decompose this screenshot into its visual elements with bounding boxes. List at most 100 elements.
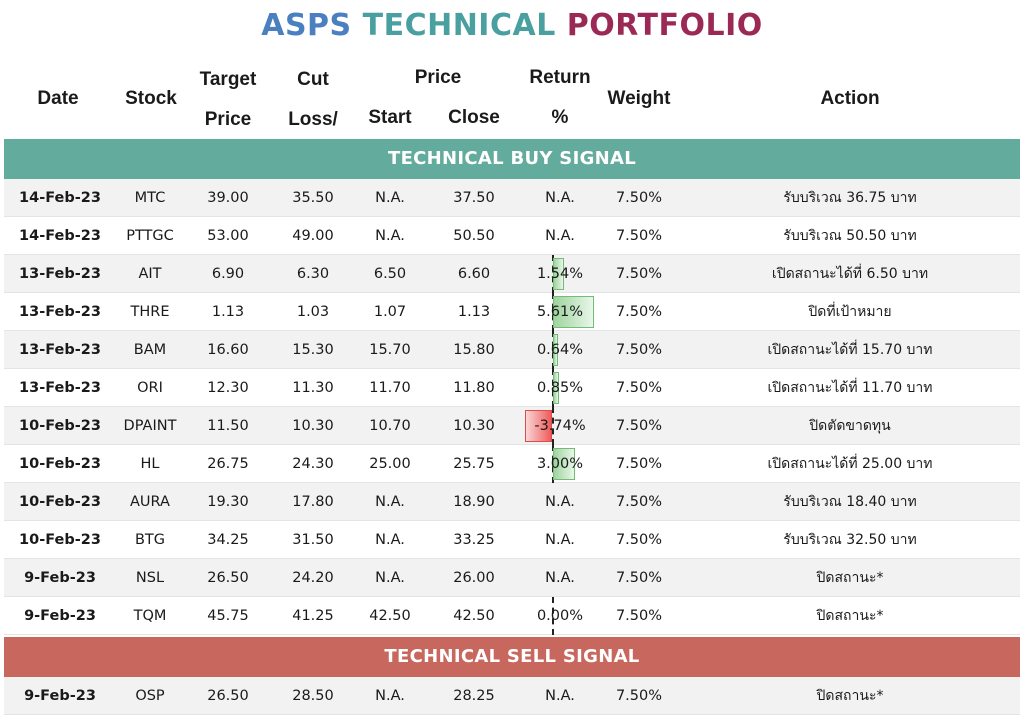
cell-action: ปิดสถานะ* — [816, 688, 884, 704]
cell-return: 0.64% — [536, 342, 584, 358]
cell-weight: 7.50% — [615, 342, 663, 358]
cell-stock: HL — [140, 456, 160, 472]
cell-date: 9-Feb-23 — [24, 688, 96, 704]
cell-date: 13-Feb-23 — [19, 380, 101, 396]
return-data-bar — [553, 334, 558, 366]
cell-start-price: 15.70 — [369, 342, 411, 358]
buy-signal-band: TECHNICAL BUY SIGNAL — [4, 139, 1020, 179]
cell-date: 10-Feb-23 — [19, 494, 101, 510]
table-row: 13-Feb-23 BAM 16.60 15.30 15.70 15.80 0.64% 7.5… — [4, 331, 1020, 369]
return-data-bar — [553, 448, 575, 480]
cell-action: เปิดสถานะได้ที่ 25.00 บาท — [767, 456, 933, 472]
cell-close-price: 37.50 — [453, 190, 495, 206]
cell-return: 1.54% — [536, 266, 584, 282]
cell-target-price: 19.30 — [207, 494, 249, 510]
cell-action: รับบริเวณ 32.50 บาท — [783, 532, 917, 548]
return-axis-line — [552, 597, 554, 635]
cell-action: รับบริเวณ 50.50 บาท — [783, 228, 917, 244]
header-return-line1: Return — [529, 67, 591, 88]
cell-target-price: 1.13 — [211, 304, 245, 320]
cell-target-price: 12.30 — [207, 380, 249, 396]
cell-action: ปิดตัดขาดทุน — [809, 418, 891, 434]
cell-action: ปิดสถานะ* — [816, 608, 884, 624]
cell-close-price: 15.80 — [453, 342, 495, 358]
cell-return: N.A. — [545, 532, 575, 548]
table-row: 10-Feb-23 AURA 19.30 17.80 N.A. 18.90 N.A. 7.50… — [4, 483, 1020, 521]
cell-close-price: 33.25 — [453, 532, 495, 548]
cell-stock: TQM — [133, 608, 167, 624]
cell-start-price: 6.50 — [373, 266, 407, 282]
cell-target-price: 34.25 — [207, 532, 249, 548]
header-target-line1: Target — [199, 69, 257, 90]
cell-return: N.A. — [545, 228, 575, 244]
cell-date: 10-Feb-23 — [19, 456, 101, 472]
cell-start-price: 42.50 — [369, 608, 411, 624]
cell-action: เปิดสถานะได้ที่ 11.70 บาท — [767, 380, 933, 396]
cell-start-price: N.A. — [375, 494, 405, 510]
cell-target-price: 16.60 — [207, 342, 249, 358]
cell-stock: DPAINT — [123, 418, 177, 434]
return-data-bar — [524, 410, 552, 442]
cell-weight: 7.50% — [615, 688, 663, 704]
table-row: 9-Feb-23 OSP 26.50 28.50 N.A. 28.25 N.A. 7.50% ป… — [4, 677, 1020, 715]
cell-start-price: N.A. — [375, 228, 405, 244]
cell-cut-loss: 10.30 — [292, 418, 334, 434]
cell-date: 14-Feb-23 — [19, 228, 101, 244]
cell-stock: BAM — [133, 342, 167, 358]
table-row: 9-Feb-23 TQM 45.75 41.25 42.50 42.50 0.00% 7.50… — [4, 597, 1020, 635]
cell-start-price: 1.07 — [373, 304, 407, 320]
cell-action: รับบริเวณ 36.75 บาท — [783, 190, 917, 206]
cell-cut-loss: 31.50 — [292, 532, 334, 548]
cell-date: 10-Feb-23 — [19, 418, 101, 434]
cell-target-price: 26.50 — [207, 570, 249, 586]
header-return-line2: % — [551, 107, 569, 128]
page-title: ASPS TECHNICAL PORTFOLIO — [0, 8, 1024, 48]
table-row: 13-Feb-23 ORI 12.30 11.30 11.70 11.80 0.85% 7.5… — [4, 369, 1020, 407]
sell-signal-band: TECHNICAL SELL SIGNAL — [4, 637, 1020, 677]
title-part-2b: CAL — [489, 8, 556, 43]
cell-date: 13-Feb-23 — [19, 342, 101, 358]
header-cut-line2: Loss/ — [288, 109, 338, 130]
header-stock: Stock — [125, 88, 177, 109]
cell-stock: PTTGC — [126, 228, 174, 244]
table-row: 10-Feb-23 DPAINT 11.50 10.30 10.70 10.30 -3.74… — [4, 407, 1020, 445]
cell-weight: 7.50% — [615, 228, 663, 244]
cell-start-price: N.A. — [375, 190, 405, 206]
title-part-1: ASPS — [261, 8, 363, 43]
header-target-line2: Price — [204, 109, 252, 130]
cell-weight: 7.50% — [615, 266, 663, 282]
cell-action: เปิดสถานะได้ที่ 15.70 บาท — [767, 342, 933, 358]
cell-return: N.A. — [545, 688, 575, 704]
cell-target-price: 11.50 — [207, 418, 249, 434]
cell-stock: OSP — [135, 688, 165, 704]
cell-cut-loss: 6.30 — [296, 266, 330, 282]
cell-cut-loss: 1.03 — [296, 304, 330, 320]
cell-date: 14-Feb-23 — [19, 190, 101, 206]
header-price: Price — [414, 67, 462, 88]
cell-stock: THRE — [130, 304, 170, 320]
cell-action: รับบริเวณ 18.40 บาท — [783, 494, 917, 510]
cell-return: 5.61% — [536, 304, 584, 320]
cell-cut-loss: 28.50 — [292, 688, 334, 704]
cell-close-price: 11.80 — [453, 380, 495, 396]
cell-weight: 7.50% — [615, 608, 663, 624]
table-row: 13-Feb-23 THRE 1.13 1.03 1.07 1.13 5.61% 7.50% ป… — [4, 293, 1020, 331]
header-start: Start — [368, 107, 412, 128]
cell-action: ปิดที่เป้าหมาย — [808, 304, 892, 320]
cell-start-price: 25.00 — [369, 456, 411, 472]
table-row: 10-Feb-23 HL 26.75 24.30 25.00 25.75 3.00% 7.50… — [4, 445, 1020, 483]
cell-return: N.A. — [545, 570, 575, 586]
return-data-bar — [553, 372, 560, 404]
cell-date: 9-Feb-23 — [24, 570, 96, 586]
table-row: 14-Feb-23 MTC 39.00 35.50 N.A. 37.50 N.A. 7.50%… — [4, 179, 1020, 217]
cell-cut-loss: 49.00 — [292, 228, 334, 244]
cell-start-price: N.A. — [375, 688, 405, 704]
cell-close-price: 25.75 — [453, 456, 495, 472]
cell-weight: 7.50% — [615, 380, 663, 396]
cell-action: เปิดสถานะได้ที่ 6.50 บาท — [771, 266, 929, 282]
cell-close-price: 18.90 — [453, 494, 495, 510]
cell-weight: 7.50% — [615, 456, 663, 472]
cell-cut-loss: 35.50 — [292, 190, 334, 206]
title-part-2a: TECHNI — [362, 8, 490, 43]
table-row: 13-Feb-23 AIT 6.90 6.30 6.50 6.60 1.54% 7.50% เป… — [4, 255, 1020, 293]
